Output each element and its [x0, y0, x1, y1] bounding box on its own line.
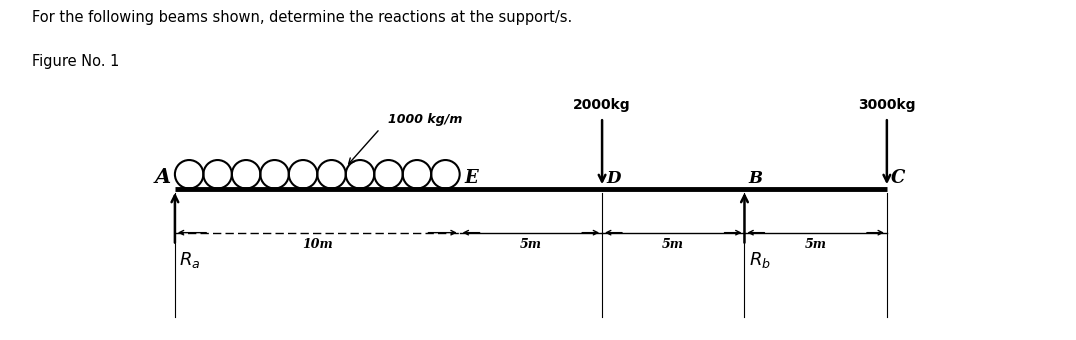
Text: B: B — [749, 170, 763, 187]
Text: 5m: 5m — [805, 238, 826, 251]
Text: For the following beams shown, determine the reactions at the support/s.: For the following beams shown, determine… — [32, 10, 572, 25]
Text: 3000kg: 3000kg — [859, 98, 916, 112]
Text: $R_a$: $R_a$ — [180, 250, 200, 270]
Text: 5m: 5m — [662, 238, 684, 251]
Text: 10m: 10m — [302, 238, 332, 251]
Text: C: C — [891, 169, 906, 187]
Text: D: D — [607, 170, 621, 187]
Text: 5m: 5m — [520, 238, 542, 251]
Text: 1000 kg/m: 1000 kg/m — [388, 113, 463, 126]
Text: 2000kg: 2000kg — [574, 98, 631, 112]
Text: $R_b$: $R_b$ — [749, 250, 770, 270]
Text: E: E — [464, 169, 478, 187]
Text: Figure No. 1: Figure No. 1 — [32, 54, 119, 69]
Text: A: A — [154, 167, 171, 187]
